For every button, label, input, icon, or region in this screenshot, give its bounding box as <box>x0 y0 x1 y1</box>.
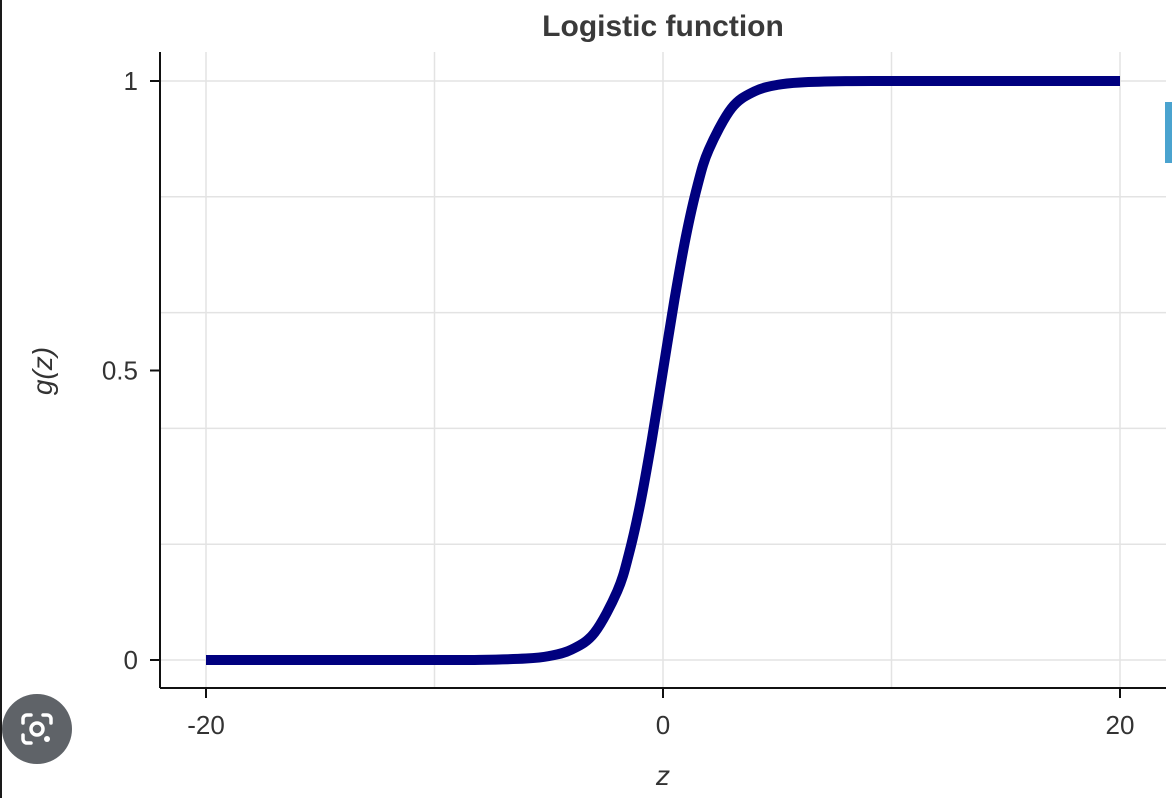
series-line-logistic <box>206 75 1120 666</box>
y-tick-label-0: 0 <box>124 645 138 675</box>
x-tick-label-1: 0 <box>656 710 670 740</box>
x-axis-label: z <box>655 760 670 791</box>
google-lens-button[interactable] <box>2 694 72 764</box>
y-tick-label-2: 1 <box>124 66 138 96</box>
ticks: -20 0 20 0 0.5 1 <box>102 66 1135 740</box>
frame-edge <box>0 0 2 798</box>
google-lens-icon <box>21 713 53 745</box>
x-tick-label-0: -20 <box>187 710 225 740</box>
y-axis-label: g(z) <box>27 347 58 395</box>
y-tick-label-1: 0.5 <box>102 356 138 386</box>
side-panel-tab[interactable] <box>1165 102 1172 163</box>
chart-title: Logistic function <box>542 10 784 43</box>
x-tick-label-2: 20 <box>1106 710 1135 740</box>
